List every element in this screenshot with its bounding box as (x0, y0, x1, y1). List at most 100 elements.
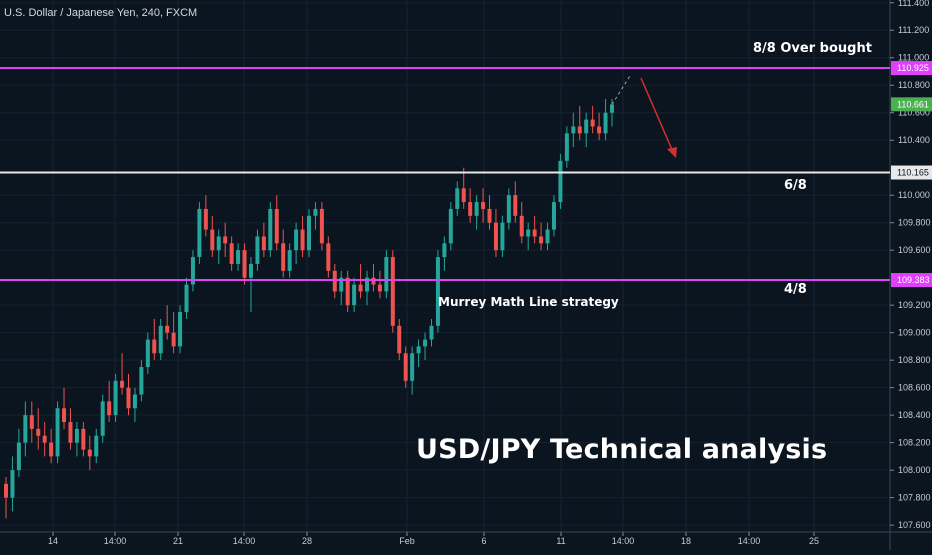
level-price-label: 109.383 (897, 275, 930, 285)
y-tick-label: 108.000 (898, 465, 931, 475)
candle-body (468, 202, 473, 216)
candle-body (132, 394, 137, 409)
x-tick-label: 25 (809, 536, 819, 546)
candle-body (313, 208, 318, 216)
y-tick-label: 108.200 (898, 438, 931, 448)
candle-body (23, 415, 28, 443)
strategy-label: Murrey Math Line strategy (438, 295, 619, 309)
candle-body (442, 243, 447, 258)
candle-body (165, 325, 170, 333)
y-tick-label: 109.800 (898, 218, 931, 228)
candle-body (248, 263, 253, 278)
candle-body (493, 222, 498, 251)
y-tick-label: 109.200 (898, 300, 931, 310)
candle-body (371, 277, 376, 285)
candle-body (36, 428, 41, 436)
candle-body (68, 422, 73, 443)
headline-title: USD/JPY Technical analysis (416, 434, 828, 465)
candle-body (184, 284, 189, 313)
x-tick-label: Feb (399, 536, 415, 546)
candle-body (300, 229, 305, 251)
y-tick-label: 109.600 (898, 245, 931, 255)
candle-body (255, 236, 260, 264)
candle-body (551, 202, 556, 230)
candle-body (178, 312, 183, 347)
level-price-label: 110.165 (897, 168, 929, 178)
last-price-label: 110.661 (897, 99, 929, 109)
candle-body (223, 236, 228, 244)
candle-body (332, 270, 337, 292)
candle-body (87, 449, 92, 457)
candle-body (500, 222, 505, 251)
candle-body (390, 257, 395, 326)
y-tick-label: 108.600 (898, 383, 931, 393)
candle-body (564, 133, 569, 161)
y-tick-label: 108.400 (898, 410, 931, 420)
candle-body (197, 208, 202, 258)
candle-body (16, 442, 21, 471)
last-price-tag (891, 97, 932, 112)
candle-body (120, 380, 125, 388)
candle-body (152, 339, 157, 354)
candle-body (403, 353, 408, 381)
candle-body (307, 215, 311, 251)
candle-body (532, 229, 537, 237)
x-tick-label: 18 (681, 536, 691, 546)
y-tick-label: 108.800 (898, 355, 931, 365)
candle-body (339, 277, 344, 292)
candle-body (519, 215, 524, 237)
candle-body (423, 339, 428, 347)
candle-body (603, 112, 608, 134)
candle-body (397, 325, 402, 354)
candle-body (281, 243, 286, 271)
x-tick-label: 14:00 (738, 536, 761, 546)
candle-body (287, 250, 292, 271)
y-tick-label: 110.600 (898, 108, 930, 118)
candle-body (487, 208, 492, 223)
level-price-tag (891, 165, 932, 180)
candle-body (474, 202, 479, 216)
candle-body (345, 277, 350, 306)
candle-body (352, 284, 357, 306)
candle-body (10, 470, 15, 498)
symbol-title: U.S. Dollar / Japanese Yen, 240, FXCM (4, 7, 198, 19)
candle-body (100, 401, 105, 436)
projection-line (611, 73, 632, 105)
candle-body (49, 442, 54, 457)
candle-body (145, 339, 150, 368)
candle-body (42, 435, 47, 443)
overbought-label: 8/8 Over bought (753, 41, 872, 56)
candle-body (94, 435, 99, 457)
x-tick-label: 21 (173, 536, 183, 546)
x-tick-label: 6 (481, 536, 486, 546)
candle-body (229, 243, 234, 264)
candle-body (242, 250, 247, 278)
x-tick-label: 28 (302, 536, 312, 546)
candle-body (158, 325, 163, 354)
candle-body (416, 346, 421, 354)
candle-body (455, 188, 460, 209)
candle-body (29, 415, 34, 429)
candle-body (55, 408, 60, 457)
candle-body (171, 332, 176, 347)
candle-body (481, 202, 486, 209)
y-tick-label: 111.200 (898, 25, 929, 35)
x-tick-label: 14:00 (612, 536, 635, 546)
candle-body (294, 229, 299, 251)
level-price-label: 110.925 (897, 63, 929, 73)
candle-body (577, 126, 582, 134)
down-arrow-shaft (640, 77, 674, 153)
candle-body (526, 229, 531, 237)
y-tick-label: 111.000 (898, 53, 929, 63)
candle-body (365, 277, 370, 292)
candle-body (513, 195, 518, 216)
candle-body (126, 387, 131, 409)
x-tick-label: 14 (48, 536, 58, 546)
candle-body (4, 483, 8, 498)
six-eighth-label: 6/8 (784, 178, 807, 193)
candle-body (81, 428, 86, 450)
y-tick-label: 107.800 (898, 493, 931, 503)
candle-body (597, 126, 602, 134)
